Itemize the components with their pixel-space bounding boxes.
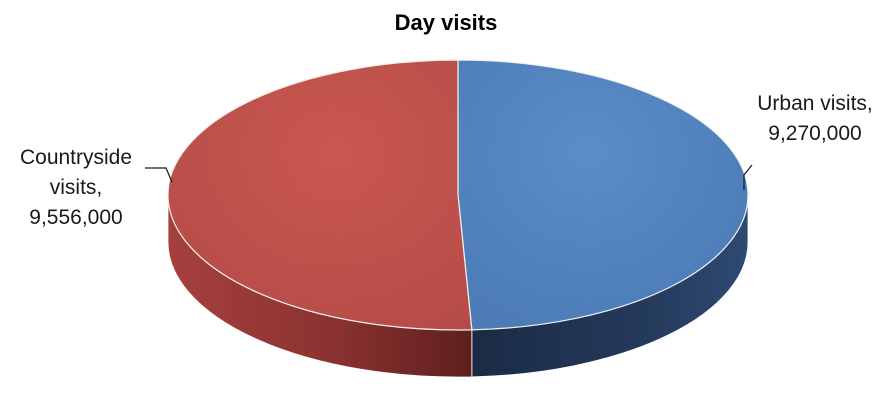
leader-lines bbox=[145, 164, 753, 190]
pie-slice-1 bbox=[167, 59, 473, 331]
leader-line-1 bbox=[145, 167, 173, 183]
slice-label-line: 9,270,000 bbox=[768, 122, 861, 145]
pie-slice-0 bbox=[457, 59, 749, 331]
leader-line-0 bbox=[743, 164, 753, 190]
pie-tops bbox=[167, 59, 749, 331]
slice-label-line: 9,556,000 bbox=[29, 206, 122, 229]
chart-title: Day visits bbox=[395, 10, 498, 35]
slice-labels: Urban visits, 9,270,000 Countryside visits,… bbox=[20, 92, 873, 229]
slice-label-line: visits, bbox=[50, 176, 103, 199]
slice-label-line: Urban visits, bbox=[757, 92, 873, 115]
slice-label-line: Countryside bbox=[20, 146, 132, 169]
slice-label-0: Urban visits, 9,270,000 bbox=[757, 92, 873, 145]
slice-label-1: Countryside visits, 9,556,000 bbox=[20, 146, 132, 229]
